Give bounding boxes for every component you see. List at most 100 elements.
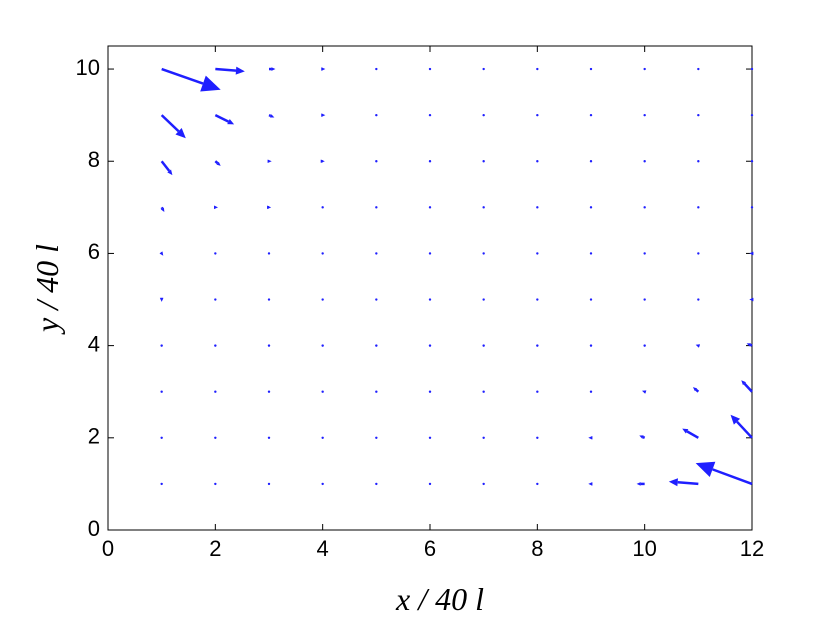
arrow-dot	[375, 206, 378, 209]
arrow-head	[588, 482, 593, 486]
arrow	[636, 482, 645, 486]
arrow-dot	[697, 298, 700, 301]
arrow-head	[741, 380, 747, 386]
arrow-dot	[428, 67, 432, 71]
arrow-dot	[536, 252, 539, 255]
arrow-head	[235, 66, 245, 75]
arrow-shaft	[214, 114, 230, 123]
arrow-dot	[214, 390, 217, 393]
arrow-head	[269, 114, 275, 118]
arrow-head	[200, 75, 221, 92]
arrow-dot	[321, 344, 324, 347]
arrow-dot	[321, 390, 324, 393]
arrow-dot	[589, 206, 593, 209]
arrow	[161, 67, 221, 92]
arrow-shaft	[268, 113, 272, 118]
arrow-shaft	[160, 206, 164, 210]
arrow-dot	[536, 113, 539, 117]
arrow-head	[636, 482, 641, 486]
arrow-dot	[428, 113, 432, 117]
arrow-dot	[214, 436, 217, 440]
arrow-head	[321, 67, 326, 71]
arrow	[267, 159, 272, 164]
arrow-shaft	[686, 430, 699, 439]
arrow-dot	[536, 160, 539, 163]
arrow	[639, 435, 646, 439]
arrow-dot	[160, 436, 163, 440]
arrow-head	[159, 297, 164, 302]
arrow-dot	[589, 390, 593, 393]
arrow-head	[216, 161, 221, 166]
arrow	[267, 205, 272, 210]
arrow-dot	[482, 436, 485, 440]
arrow-dot	[536, 436, 539, 440]
x-tick-label: 6	[424, 536, 436, 561]
y-tick-label: 6	[88, 239, 100, 264]
arrow	[159, 251, 164, 256]
arrow-dot	[482, 113, 485, 117]
arrow-head	[730, 414, 741, 425]
arrow-dot	[375, 390, 378, 393]
arrow-head	[320, 159, 325, 164]
arrow-dot	[321, 252, 324, 255]
arrow	[695, 461, 753, 486]
arrow-head	[214, 205, 219, 210]
arrow	[321, 113, 326, 117]
x-tick-label: 0	[102, 536, 114, 561]
arrow	[159, 297, 164, 302]
arrow-dot	[214, 344, 217, 347]
arrow-dot	[375, 252, 378, 255]
arrow	[160, 206, 165, 212]
arrow-dot	[267, 252, 271, 255]
y-axis-label: y / 40 l	[29, 244, 65, 335]
arrow	[682, 428, 699, 439]
arrow-dot	[428, 206, 432, 209]
x-tick-label: 12	[740, 536, 764, 561]
arrow	[741, 380, 753, 393]
arrow-head	[692, 387, 698, 392]
y-tick-label: 4	[88, 331, 100, 356]
arrow-dot	[321, 436, 324, 440]
arrow-dot	[482, 160, 485, 163]
arrow-dot	[589, 113, 593, 117]
arrow-dot	[267, 482, 271, 486]
arrow-dot	[697, 160, 700, 163]
y-tick-label: 0	[88, 516, 100, 541]
arrow-head	[695, 461, 716, 477]
y-tick-label: 2	[88, 424, 100, 449]
x-tick-label: 8	[531, 536, 543, 561]
arrow-dot	[697, 252, 700, 255]
arrow-dot	[375, 482, 378, 486]
arrow-dot	[643, 298, 646, 301]
arrow-dot	[160, 344, 163, 347]
arrow-head	[588, 436, 593, 440]
arrow-shaft	[743, 382, 753, 393]
arrow-head	[695, 344, 701, 348]
arrow-dot	[482, 206, 485, 209]
arrow-shaft	[161, 67, 204, 85]
arrow-head	[227, 119, 235, 125]
arrow-dot	[482, 482, 485, 486]
arrow-dot	[375, 67, 378, 71]
arrow-shaft	[736, 420, 753, 439]
arrow-dot	[375, 344, 378, 347]
arrow-dot	[589, 160, 593, 163]
arrow	[730, 414, 753, 439]
arrow-head	[267, 159, 272, 164]
arrow	[668, 478, 699, 487]
arrow	[692, 387, 700, 393]
arrow-dot	[536, 206, 539, 209]
plot-frame	[107, 45, 753, 531]
arrow-dot	[536, 67, 539, 71]
arrow-dot	[536, 482, 539, 486]
arrow-dot	[536, 298, 539, 301]
arrow	[588, 436, 593, 440]
arrow-head	[159, 251, 164, 256]
arrow	[269, 67, 276, 71]
arrow	[214, 205, 219, 210]
arrow-shaft	[712, 468, 753, 486]
arrow-dot	[482, 298, 485, 301]
arrow-dot	[482, 344, 485, 347]
arrow-dot	[214, 298, 217, 301]
